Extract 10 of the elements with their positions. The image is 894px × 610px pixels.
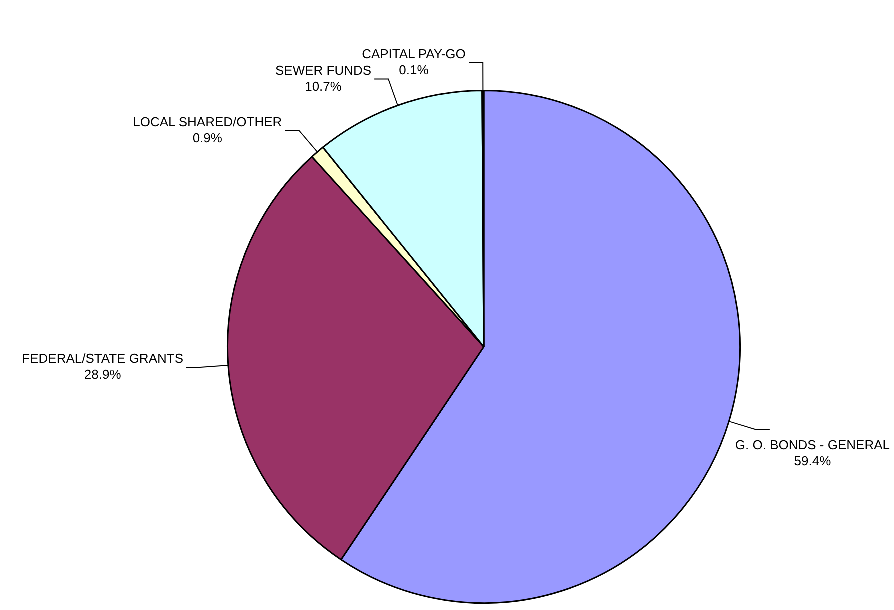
slice-label: G. O. BONDS - GENERAL xyxy=(735,437,890,452)
data-label: 28.9% xyxy=(84,367,122,382)
data-label: 0.1% xyxy=(399,62,430,78)
slice-label: SEWER FUNDS xyxy=(275,62,372,78)
data-label: 59.4% xyxy=(794,453,832,468)
slice-label: FEDERAL/STATE GRANTS xyxy=(22,351,184,366)
slice-label: LOCAL SHARED/OTHER xyxy=(133,114,282,130)
data-label: 0.9% xyxy=(192,130,223,146)
slice-label: CAPITAL PAY-GO xyxy=(362,46,466,62)
data-label: 10.7% xyxy=(305,78,342,94)
